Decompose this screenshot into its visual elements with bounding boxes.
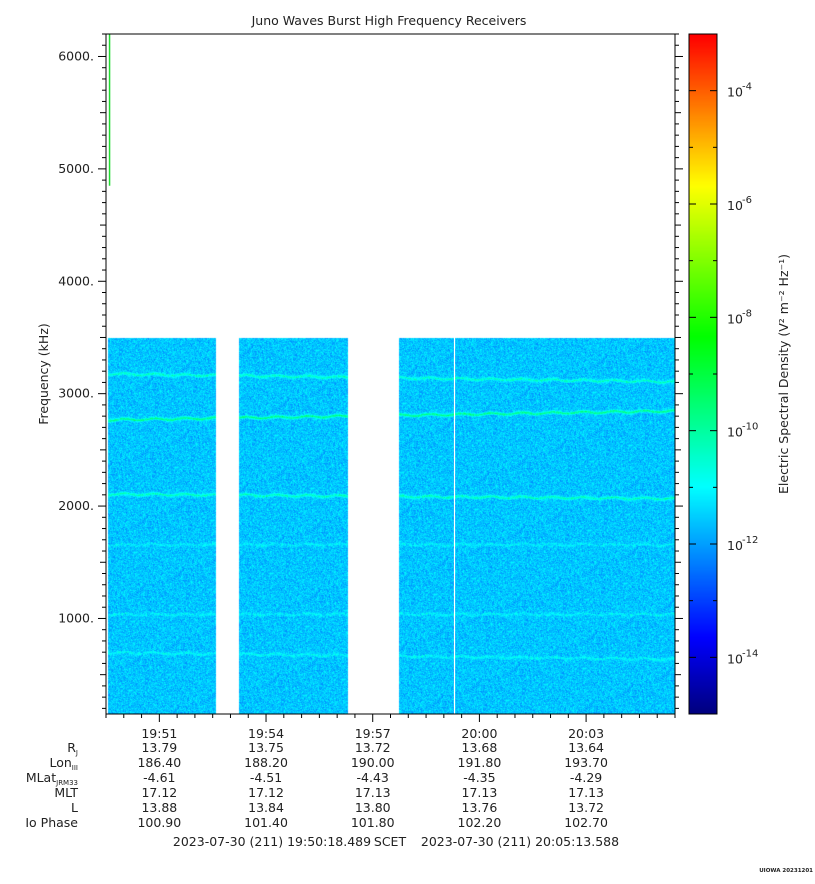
colorbar-tick-exponent: -12 — [742, 535, 758, 546]
colorbar-tick-label: 10 — [727, 651, 743, 666]
colorbar-label: Electric Spectral Density (V² m⁻² Hz⁻¹) — [776, 254, 791, 494]
x-axis: 19:51 19:54 19:57 20:00 20:03 — [105, 714, 676, 741]
ephemeris-value: 13.80 — [355, 800, 391, 815]
ephemeris-value: 13.72 — [568, 800, 604, 815]
colorbar-tick-label: 10 — [727, 198, 743, 213]
colorbar-tick-label: 10 — [727, 85, 743, 100]
artifact-layer — [108, 34, 456, 714]
ephemeris-table: RJ 13.79 13.75 13.72 13.68 13.64 LonIII 186.40 1… — [25, 740, 608, 830]
footer-end-time: 2023-07-30 (211) 20:05:13.588 — [421, 834, 619, 849]
ephemeris-value: 100.90 — [137, 815, 181, 830]
ephemeris-value: 13.75 — [248, 740, 284, 755]
footer-stamp: UIOWA 20231201 — [759, 868, 813, 874]
ephemeris-value: 13.64 — [568, 740, 604, 755]
ephemeris-row-label: LonIII — [49, 755, 78, 772]
ephemeris-value: 190.00 — [351, 755, 395, 770]
ephemeris-value: 13.88 — [141, 800, 177, 815]
colorbar-tick-exponent: -6 — [742, 195, 752, 206]
ephemeris-value: 13.76 — [462, 800, 498, 815]
footer-scet: SCET — [374, 834, 407, 849]
ephemeris-row-label: L — [71, 800, 78, 815]
y-tick-label: 4000. — [58, 273, 94, 288]
ephemeris-row-label: MLT — [54, 785, 78, 800]
ephemeris-value: -4.43 — [357, 770, 389, 785]
ephemeris-value: 188.20 — [244, 755, 288, 770]
ephemeris-value: 186.40 — [137, 755, 181, 770]
y-tick-label: 2000. — [58, 498, 94, 513]
colorbar-tick-exponent: -8 — [742, 308, 752, 319]
ephemeris-value: 17.13 — [462, 785, 498, 800]
ephemeris-value: 102.70 — [564, 815, 608, 830]
y-axis: 1000. 2000. 3000. 4000. 5000. 6000. — [58, 33, 683, 709]
colorbar-tick-exponent: -4 — [742, 82, 752, 93]
colorbar-tick-label: 10 — [727, 311, 743, 326]
ephemeris-row-label: RJ — [67, 740, 78, 757]
colorbar-gradient — [689, 34, 717, 714]
ephemeris-value: 193.70 — [564, 755, 608, 770]
y-tick-label: 3000. — [58, 386, 94, 401]
ephemeris-value: 13.68 — [462, 740, 498, 755]
ephemeris-value: 17.13 — [355, 785, 391, 800]
y-tick-label: 1000. — [58, 610, 94, 625]
ephemeris-value: 13.79 — [141, 740, 177, 755]
ephemeris-value: -4.61 — [143, 770, 175, 785]
footer-start-time: 2023-07-30 (211) 19:50:18.489 — [173, 834, 371, 849]
ephemeris-value: 17.13 — [568, 785, 604, 800]
y-axis-label: Frequency (kHz) — [36, 323, 51, 425]
ephemeris-value: 13.84 — [248, 800, 284, 815]
ephemeris-value: 101.80 — [351, 815, 395, 830]
x-tick-label: 19:57 — [355, 726, 391, 741]
x-tick-label: 20:03 — [568, 726, 604, 741]
spectrogram-image — [106, 34, 675, 714]
chart-title: Juno Waves Burst High Frequency Receiver… — [251, 13, 527, 28]
ephemeris-value: -4.29 — [570, 770, 602, 785]
y-tick-label: 6000. — [58, 48, 94, 63]
y-tick-label: 5000. — [58, 161, 94, 176]
ephemeris-value: 17.12 — [141, 785, 177, 800]
ephemeris-value: -4.51 — [250, 770, 282, 785]
ephemeris-value: 13.72 — [355, 740, 391, 755]
colorbar-tick-label: 10 — [727, 538, 743, 553]
colorbar-tick-exponent: -14 — [742, 648, 758, 659]
ephemeris-value: 102.20 — [458, 815, 502, 830]
ephemeris-value: 191.80 — [458, 755, 502, 770]
x-tick-label: 19:51 — [141, 726, 177, 741]
colorbar-tick-label: 10 — [727, 425, 743, 440]
ephemeris-value: 17.12 — [248, 785, 284, 800]
ephemeris-row-label: Io Phase — [25, 815, 78, 830]
colorbar-tick-exponent: -10 — [742, 422, 758, 433]
ephemeris-value: 101.40 — [244, 815, 288, 830]
x-tick-label: 20:00 — [461, 726, 497, 741]
ephemeris-value: -4.35 — [463, 770, 495, 785]
x-tick-label: 19:54 — [248, 726, 284, 741]
